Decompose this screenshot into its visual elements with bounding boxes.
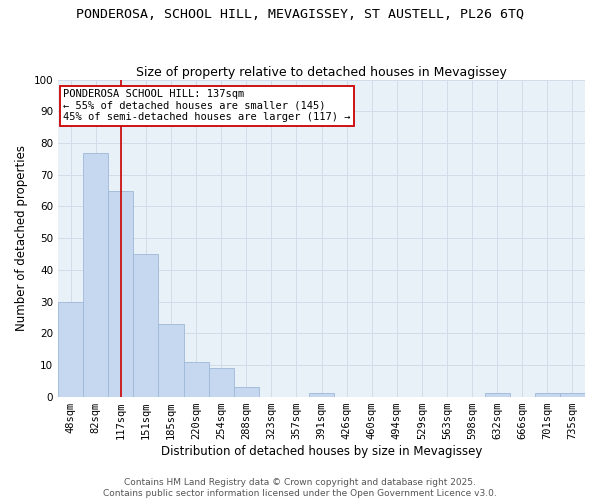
Title: Size of property relative to detached houses in Mevagissey: Size of property relative to detached ho…	[136, 66, 507, 78]
Bar	[83, 152, 108, 396]
Bar	[108, 190, 133, 396]
Bar	[233, 387, 259, 396]
Text: PONDEROSA, SCHOOL HILL, MEVAGISSEY, ST AUSTELL, PL26 6TQ: PONDEROSA, SCHOOL HILL, MEVAGISSEY, ST A…	[76, 8, 524, 20]
Bar	[485, 394, 510, 396]
Text: PONDEROSA SCHOOL HILL: 137sqm
← 55% of detached houses are smaller (145)
45% of : PONDEROSA SCHOOL HILL: 137sqm ← 55% of d…	[64, 89, 351, 122]
Bar	[158, 324, 184, 396]
Bar	[58, 302, 83, 396]
Y-axis label: Number of detached properties: Number of detached properties	[15, 145, 28, 331]
X-axis label: Distribution of detached houses by size in Mevagissey: Distribution of detached houses by size …	[161, 444, 482, 458]
Text: Contains HM Land Registry data © Crown copyright and database right 2025.
Contai: Contains HM Land Registry data © Crown c…	[103, 478, 497, 498]
Bar	[560, 394, 585, 396]
Bar	[535, 394, 560, 396]
Bar	[184, 362, 209, 396]
Bar	[209, 368, 233, 396]
Bar	[133, 254, 158, 396]
Bar	[309, 394, 334, 396]
